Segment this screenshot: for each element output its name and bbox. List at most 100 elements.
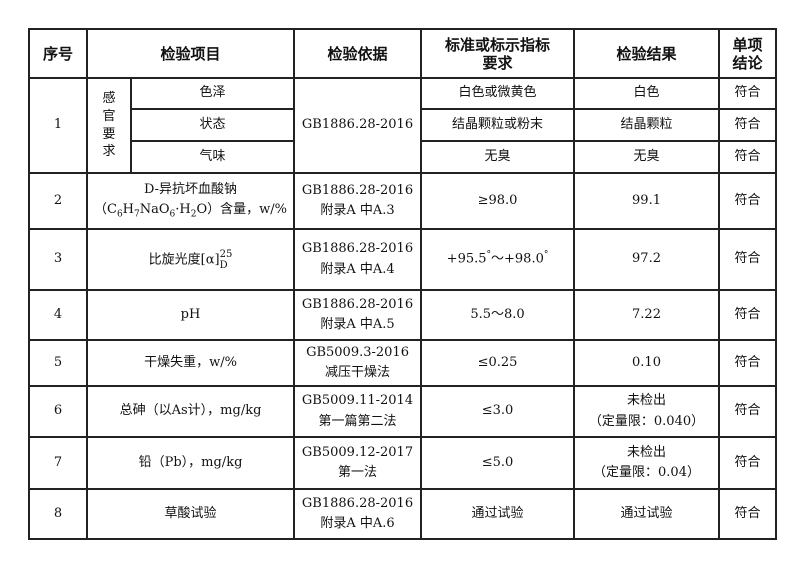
- row-item: pH: [85, 289, 296, 341]
- row-result: 99.1: [573, 172, 721, 230]
- row-conclusion: 符合: [718, 140, 778, 174]
- requirement-text: ≤0.25: [477, 354, 518, 370]
- row-conclusion: 符合: [718, 436, 778, 490]
- req-part: ～+98.0: [491, 251, 544, 267]
- formula-sub: 6: [169, 209, 176, 220]
- row-result: 7.22: [573, 289, 721, 341]
- row-item: 比旋光度[α] 25 D: [85, 228, 296, 291]
- row-basis: GB1886.28-2016 附录A 中A.4: [293, 228, 423, 291]
- row-basis: GB1886.28-2016 附录A 中A.3: [293, 172, 423, 230]
- line: 未检出: [627, 444, 667, 460]
- table-row: 气味 无臭 无臭 符合: [29, 140, 778, 174]
- row-result: 0.10: [573, 339, 721, 387]
- row-result: 未检出 （定量限：0.040）: [573, 385, 721, 438]
- table-row: 1 感官要求 色泽 GB1886.28-2016 白色或微黄色 白色 符合: [28, 77, 778, 174]
- item-text: 比旋光度[α]: [148, 252, 220, 267]
- row-no: 8: [28, 488, 88, 540]
- row-basis: GB1886.28-2016 附录A 中A.5: [293, 289, 423, 341]
- line: GB5009.11-2014: [301, 393, 414, 409]
- row-result: 97.2: [573, 228, 721, 291]
- row-basis: GB5009.11-2014 第一篇第二法: [293, 385, 423, 438]
- line: 通过试验: [620, 505, 673, 521]
- no-text: 6: [53, 403, 63, 419]
- table-row: 8 草酸试验 GB1886.28-2016 附录A 中A.6 通过试验 通过试验 符合: [28, 488, 778, 540]
- conclusion-text: 符合: [734, 454, 761, 470]
- row-result: 通过试验: [573, 488, 721, 540]
- no-text: 7: [53, 454, 63, 470]
- no-text: 5: [53, 354, 63, 370]
- row-requirement: ≥98.0: [420, 172, 576, 230]
- formula-part: （C: [93, 201, 117, 217]
- row-requirement: 结晶颗粒或粉末: [420, 108, 576, 142]
- requirement-text: ≤3.0: [481, 403, 514, 419]
- header-conclusion-text: 单项结论: [732, 35, 763, 72]
- sensory-group-label: 感官要求: [86, 77, 132, 174]
- row-requirement: ≤3.0: [420, 385, 576, 438]
- row-item: 草酸试验: [85, 488, 296, 540]
- item-text: 铅（Pb），mg/kg: [138, 454, 243, 470]
- conclusion-text: 符合: [734, 306, 761, 322]
- header-result: 检验结果: [573, 28, 721, 79]
- row-requirement: 白色或微黄色: [420, 77, 576, 110]
- header-standard: 标准或标示指标 要求: [420, 28, 576, 79]
- row-requirement: ≤0.25: [420, 339, 576, 387]
- line: 7.22: [632, 306, 661, 322]
- row-conclusion: 符合: [718, 385, 778, 438]
- row-item: 状态: [129, 108, 296, 142]
- row-basis: GB5009.12-2017 第一法: [293, 436, 423, 490]
- conclusion-text: 符合: [734, 403, 761, 419]
- row-requirement: +95.5°～+98.0°: [420, 228, 576, 291]
- row-conclusion: 符合: [718, 172, 778, 230]
- row-item: 色泽: [129, 77, 296, 110]
- item-text: pH: [180, 306, 201, 322]
- line: 附录A 中A.5: [320, 317, 395, 332]
- table-row: 3 比旋光度[α] 25 D GB1886.28-2016 附录A 中A.4 +95.…: [28, 228, 778, 291]
- formula-part: O）含量，w/%: [196, 201, 288, 217]
- row-no: 4: [28, 289, 88, 341]
- item-line2: （C6H7NaO6·H2O）含量，w/%: [93, 201, 288, 220]
- line: （定量限：0.040）: [588, 413, 705, 429]
- table-row: 6 总砷（以As计），mg/kg GB5009.11-2014 第一篇第二法 ≤3.0 未…: [28, 385, 778, 438]
- formula-sub: 6: [116, 209, 123, 220]
- basis-line1: GB1886.28-2016: [301, 182, 414, 198]
- basis-line2: 附录A 中A.3: [320, 203, 395, 218]
- row-conclusion: 符合: [718, 339, 778, 387]
- header-standard-line1: 标准或标示指标: [445, 35, 551, 54]
- requirement-text: 通过试验: [471, 505, 524, 521]
- header-standard-line2: 要求: [482, 53, 513, 72]
- row-basis: GB5009.3-2016 减压干燥法: [293, 339, 423, 387]
- line: 附录A 中A.6: [320, 516, 395, 531]
- row-item: 干燥失重，w/%: [85, 339, 296, 387]
- line: GB5009.3-2016: [306, 344, 409, 360]
- line: （定量限：0.04）: [593, 465, 700, 480]
- row-no: 5: [28, 339, 88, 387]
- line: GB1886.28-2016: [301, 495, 414, 511]
- line: 未检出: [627, 393, 667, 409]
- req-part: +95.5: [446, 251, 487, 267]
- row-requirement: 无臭: [420, 140, 576, 174]
- row-conclusion: 符合: [718, 108, 778, 142]
- item-text: 干燥失重，w/%: [144, 354, 237, 370]
- row-no: 6: [28, 385, 88, 438]
- group-char: 求: [102, 144, 116, 160]
- row-basis: GB1886.28-2016: [293, 77, 423, 174]
- row-no: 7: [28, 436, 88, 490]
- header-item: 检验项目: [85, 28, 296, 79]
- line: 第一法: [338, 465, 378, 480]
- header-row: 序号 检验项目 检验依据 标准或标示指标 要求 检验结果 单项结论: [28, 28, 778, 79]
- line: GB5009.12-2017: [301, 444, 414, 460]
- basis-line1: GB1886.28-2016: [301, 241, 414, 257]
- conclusion-text: 符合: [734, 354, 761, 370]
- formula-part: NaO: [139, 201, 170, 217]
- row-basis: GB1886.28-2016 附录A 中A.6: [293, 488, 423, 540]
- row-no: 3: [28, 228, 88, 291]
- row-requirement: 5.5～8.0: [420, 289, 576, 341]
- row-requirement: ≤5.0: [420, 436, 576, 490]
- rows-body: 4 pH GB1886.28-2016 附录A 中A.5 5.5～8.0 7.22 符合 5 干…: [28, 289, 778, 540]
- header-no: 序号: [28, 28, 88, 79]
- formula-part: ·H: [175, 201, 191, 217]
- group-char: 官: [102, 108, 116, 124]
- table-row: 7 铅（Pb），mg/kg GB5009.12-2017 第一法 ≤5.0 未检出 （定量限…: [28, 436, 778, 490]
- inspection-results-table: 序号 检验项目 检验依据 标准或标示指标 要求 检验结果 单项结论 1 感官要求 …: [28, 28, 778, 540]
- line: 第一篇第二法: [318, 413, 397, 429]
